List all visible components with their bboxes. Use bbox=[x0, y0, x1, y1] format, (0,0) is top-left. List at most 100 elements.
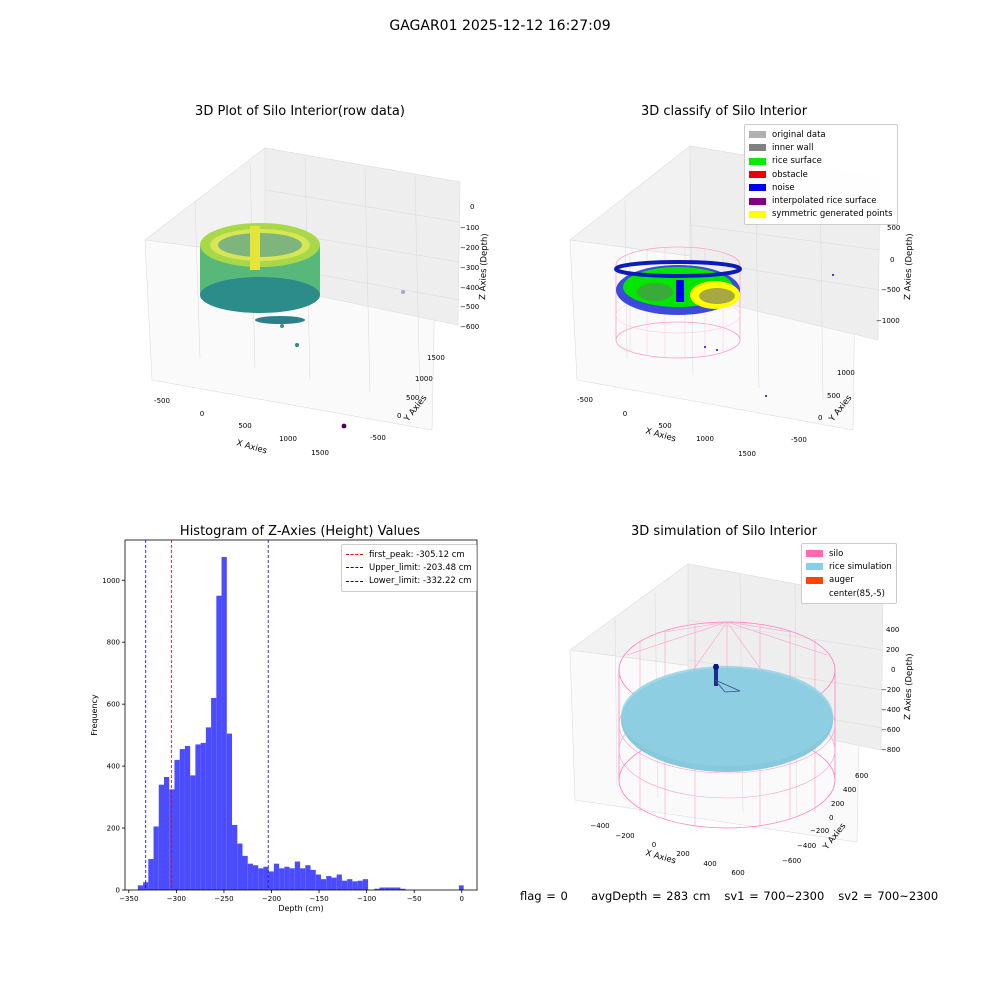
raw-z-ticks: 0 −100 −200 −300 −400 −500 −600 bbox=[460, 203, 479, 331]
svg-text:600: 600 bbox=[855, 772, 868, 780]
status-sv2: sv2 = 700~2300 bbox=[838, 889, 939, 903]
svg-text:0: 0 bbox=[397, 412, 401, 420]
histogram-bar bbox=[273, 863, 280, 890]
raw-y-ticks: -500 0 500 1000 1500 bbox=[370, 354, 445, 442]
svg-text:−800: −800 bbox=[881, 746, 900, 754]
histogram-bar bbox=[148, 859, 154, 890]
histogram-bar bbox=[137, 885, 144, 890]
histogram-y-tick-label: 800 bbox=[107, 639, 120, 647]
histogram-bar bbox=[190, 775, 196, 890]
svg-text:-500: -500 bbox=[577, 396, 593, 404]
svg-text:400: 400 bbox=[843, 786, 856, 794]
plot-title-raw: 3D Plot of Silo Interior(row data) bbox=[195, 104, 405, 119]
svg-text:−500: −500 bbox=[460, 303, 479, 311]
histogram-bar bbox=[200, 742, 206, 890]
histogram-bar bbox=[169, 789, 175, 890]
svg-text:1000: 1000 bbox=[837, 369, 855, 377]
histogram-x-tick-label: −300 bbox=[167, 895, 186, 903]
histogram-bar bbox=[221, 557, 227, 890]
svg-text:−400: −400 bbox=[881, 706, 900, 714]
histogram-bar bbox=[300, 868, 306, 890]
svg-text:-500: -500 bbox=[791, 436, 807, 444]
svg-text:−600: −600 bbox=[782, 857, 801, 865]
histogram-bar bbox=[184, 745, 191, 890]
histogram-bar bbox=[232, 824, 238, 890]
svg-text:1000: 1000 bbox=[279, 435, 297, 443]
histogram-bar bbox=[310, 869, 316, 890]
legend-item-first-peak: first_peak: -305.12 cm bbox=[346, 548, 472, 561]
svg-text:500: 500 bbox=[827, 392, 840, 400]
svg-text:0: 0 bbox=[200, 410, 204, 418]
histogram-bar bbox=[326, 876, 332, 890]
svg-text:−100: −100 bbox=[460, 224, 479, 232]
status-sv1: sv1 = 700~2300 bbox=[724, 889, 825, 903]
histogram-bar bbox=[331, 877, 337, 890]
histogram-bar bbox=[216, 595, 222, 890]
legend-item-inner-wall: inner wall bbox=[749, 141, 893, 154]
svg-text:−200: −200 bbox=[881, 686, 900, 694]
histogram-x-label: Depth (cm) bbox=[278, 904, 323, 913]
histogram-legend: first_peak: -305.12 cm Upper_limit: -203… bbox=[341, 544, 477, 592]
svg-text:0: 0 bbox=[891, 666, 895, 674]
histogram-y-tick-label: 400 bbox=[107, 763, 120, 771]
histogram-bar bbox=[226, 733, 233, 890]
svg-text:−400: −400 bbox=[460, 284, 479, 292]
plot-title-histogram: Histogram of Z-Axies (Height) Values bbox=[179, 524, 421, 539]
svg-text:−1000: −1000 bbox=[876, 317, 900, 325]
legend-item-rice-simulation: rice simulation bbox=[806, 560, 892, 573]
histogram-bar bbox=[362, 879, 369, 890]
svg-text:−200: −200 bbox=[810, 827, 829, 835]
svg-text:−400: −400 bbox=[590, 822, 609, 830]
histogram-bar bbox=[164, 776, 170, 890]
histogram-x-tick-label: −200 bbox=[262, 895, 281, 903]
svg-text:−200: −200 bbox=[460, 244, 479, 252]
classify-z-ticks: 500 0 −500 −1000 bbox=[876, 224, 900, 325]
histogram-bar bbox=[357, 880, 363, 890]
simulation-x-label: X Axies bbox=[644, 848, 677, 866]
legend-item-noise: noise bbox=[749, 181, 893, 194]
classify-y-ticks: -500 0 500 1000 bbox=[791, 369, 855, 444]
svg-text:−400: −400 bbox=[797, 842, 816, 850]
histogram-bar bbox=[284, 866, 290, 890]
status-line: flag = 0 avgDepth = 283 cm sv1 = 700~230… bbox=[520, 889, 938, 903]
simulation-legend: silo rice simulation auger center(85,-5) bbox=[801, 543, 897, 605]
svg-text:0: 0 bbox=[652, 841, 656, 849]
svg-text:500: 500 bbox=[238, 422, 251, 430]
legend-item-silo: silo bbox=[806, 547, 892, 560]
histogram-bar bbox=[242, 855, 248, 890]
legend-item-upper-limit: Upper_limit: -203.48 cm bbox=[346, 561, 472, 574]
histogram-bar bbox=[179, 749, 185, 890]
svg-text:500: 500 bbox=[406, 394, 419, 402]
histogram-bar bbox=[347, 879, 353, 890]
simulation-z-ticks: 400 200 0 −200 −400 −600 −800 bbox=[881, 626, 900, 754]
plot-title-classify: 3D classify of Silo Interior bbox=[640, 104, 808, 119]
histogram-bar bbox=[395, 887, 401, 890]
histogram-y-tick-label: 200 bbox=[107, 825, 120, 833]
legend-item-center: center(85,-5) bbox=[829, 588, 885, 599]
histogram-bar bbox=[379, 887, 385, 890]
svg-text:-500: -500 bbox=[154, 397, 170, 405]
histogram-bar bbox=[352, 881, 358, 890]
legend-item-original-data: original data bbox=[749, 128, 893, 141]
histogram-bars bbox=[137, 557, 464, 890]
histogram-bar bbox=[389, 887, 396, 890]
status-avg-depth: avgDepth = 283 cm bbox=[591, 889, 711, 903]
svg-text:1000: 1000 bbox=[415, 375, 433, 383]
histogram-bar bbox=[336, 874, 342, 890]
histogram-x-tick-label: −250 bbox=[214, 895, 233, 903]
histogram-bar bbox=[320, 879, 327, 890]
histogram-bar bbox=[341, 880, 348, 890]
svg-text:0: 0 bbox=[890, 256, 894, 264]
legend-item-symmetric-generated-points: symmetric generated points bbox=[749, 208, 893, 221]
classify-legend: original data inner wall rice surface ob… bbox=[744, 124, 898, 226]
histogram-x-tick-label: −50 bbox=[407, 895, 422, 903]
histogram-bar bbox=[294, 861, 301, 890]
histogram-axes-frame bbox=[124, 539, 478, 891]
raw-3d-grid bbox=[194, 157, 461, 403]
simulation-z-label: Z Axies (Depth) bbox=[903, 653, 915, 720]
histogram-bar bbox=[247, 863, 253, 890]
histogram-x-ticks: −350 −300 −250 −200 −150 −100 −50 0 bbox=[119, 890, 464, 903]
histogram-x-tick-label: −350 bbox=[119, 895, 138, 903]
histogram-bar bbox=[211, 697, 217, 890]
